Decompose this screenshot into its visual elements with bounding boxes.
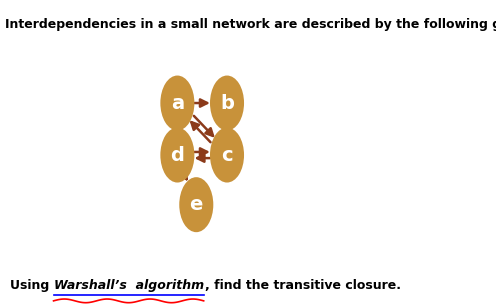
Text: a: a bbox=[171, 94, 184, 113]
Ellipse shape bbox=[160, 76, 194, 130]
Text: Warshall’s  algorithm: Warshall’s algorithm bbox=[54, 279, 204, 292]
Ellipse shape bbox=[179, 177, 213, 232]
Ellipse shape bbox=[210, 127, 244, 183]
Text: , find the transitive closure.: , find the transitive closure. bbox=[205, 279, 401, 292]
Text: b: b bbox=[220, 94, 234, 113]
Text: Using: Using bbox=[10, 279, 54, 292]
Text: Interdependencies in a small network are described by the following graph:: Interdependencies in a small network are… bbox=[5, 18, 496, 31]
Ellipse shape bbox=[160, 127, 194, 183]
Text: e: e bbox=[189, 195, 203, 214]
Ellipse shape bbox=[210, 76, 244, 130]
Text: c: c bbox=[221, 146, 233, 165]
Text: d: d bbox=[171, 146, 185, 165]
